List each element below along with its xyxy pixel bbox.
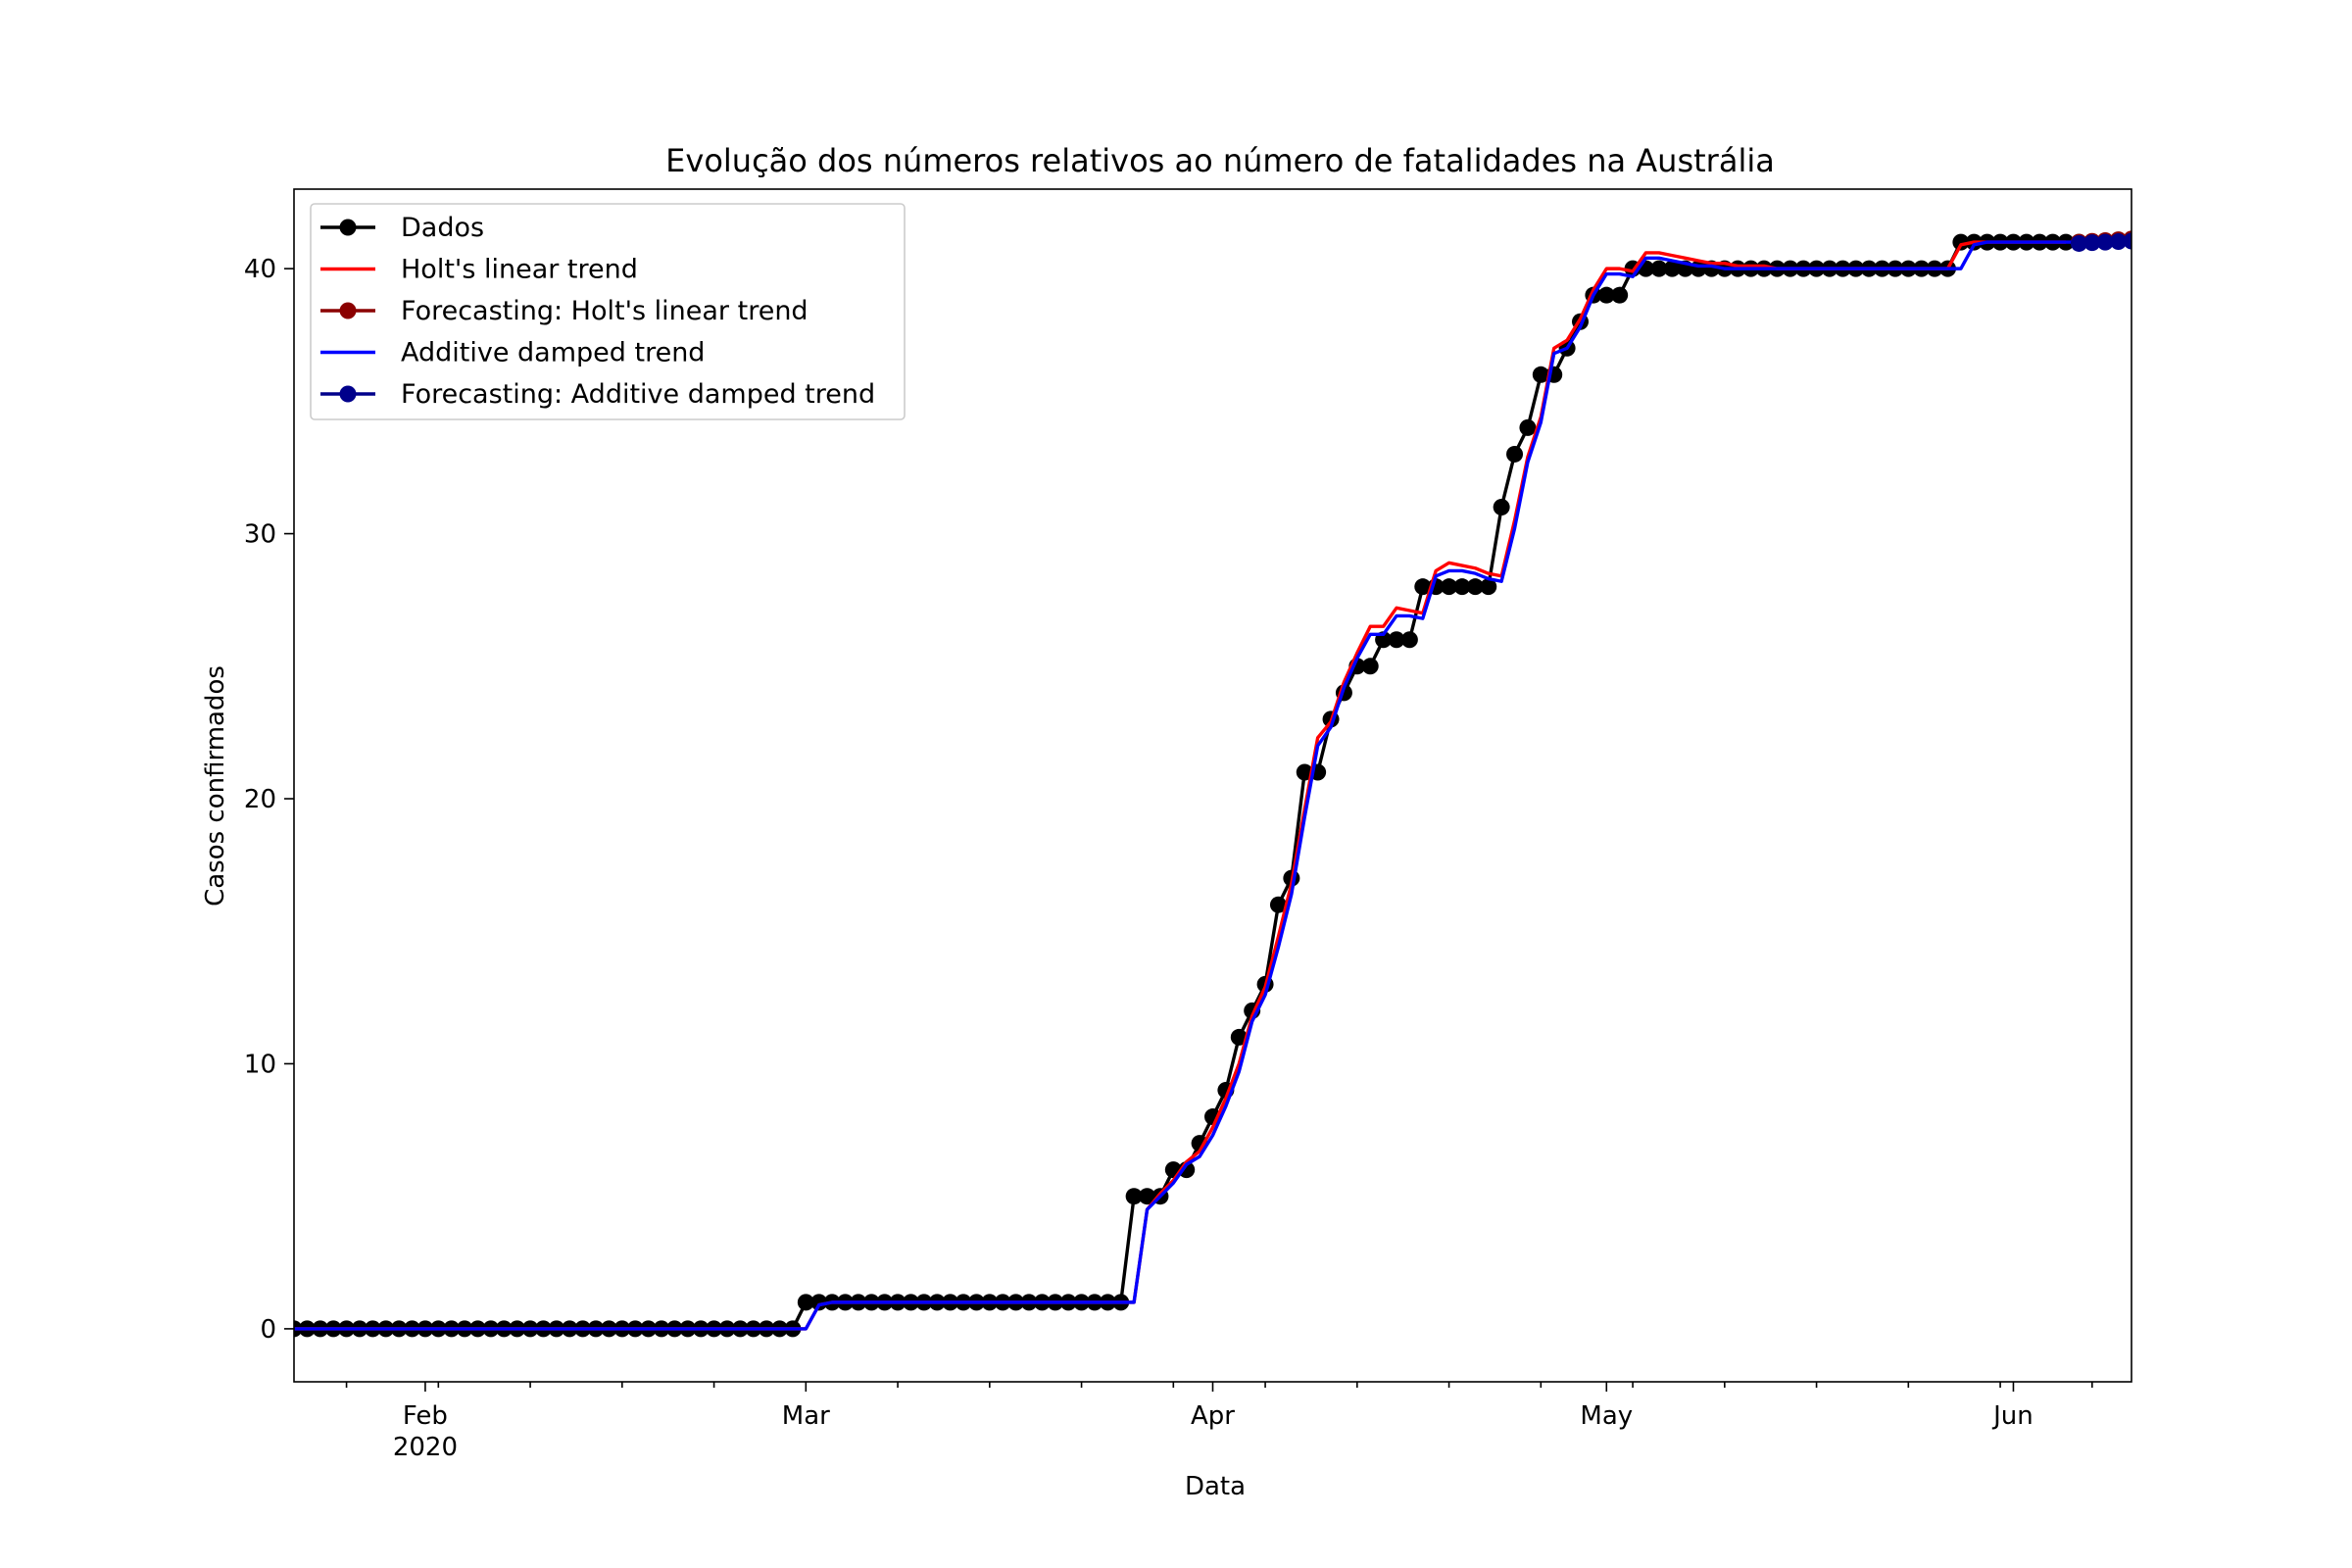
- data-point: [2096, 233, 2114, 251]
- y-axis-label: Casos confirmados: [201, 665, 230, 906]
- x-tick-label: Mar: [782, 1401, 830, 1431]
- legend-label: Forecasting: Additive damped trend: [401, 379, 875, 410]
- data-point: [1453, 578, 1471, 596]
- y-axis: 0 10 20 30 40: [244, 255, 294, 1345]
- x-tick-label: May: [1580, 1401, 1633, 1431]
- legend-entry: Additive damped trend: [320, 338, 705, 368]
- legend-label: Holt's linear trend: [401, 255, 638, 285]
- x-tick-sublabel: 2020: [393, 1433, 458, 1462]
- x-tick-label: Apr: [1191, 1401, 1235, 1431]
- series-3: [294, 240, 2080, 1331]
- legend-entry: Forecasting: Holt's linear trend: [320, 296, 808, 326]
- data-point: [2149, 229, 2166, 246]
- series-layer: [294, 226, 2205, 1338]
- legend-marker: [339, 385, 357, 403]
- legend-label: Dados: [401, 213, 484, 243]
- legend-label: Additive damped trend: [401, 338, 705, 368]
- data-point: [1139, 1188, 1156, 1205]
- data-point: [1519, 418, 1537, 436]
- data-point: [2188, 231, 2205, 248]
- data-point: [1414, 578, 1432, 596]
- legend-entry: Holt's linear trend: [320, 255, 638, 285]
- data-point: [1597, 286, 1615, 304]
- y-tick-label: 30: [244, 520, 276, 550]
- data-point: [2136, 230, 2153, 247]
- legend-box: [310, 203, 906, 420]
- data-point: [1466, 578, 1484, 596]
- data-point: [1952, 233, 1970, 251]
- data-point: [2136, 232, 2153, 249]
- y-tick-label: 0: [260, 1315, 276, 1345]
- data-point: [1532, 366, 1549, 383]
- legend: Dados Holt's linear trend Forecasting: Hol…: [310, 203, 906, 420]
- legend-marker: [339, 302, 357, 319]
- data-point: [1230, 1028, 1248, 1046]
- data-point: [2176, 227, 2192, 244]
- legend-entry: Dados: [320, 213, 484, 243]
- chart-title: Evolução dos números relativos ao número…: [665, 142, 1775, 179]
- data-point: [1650, 260, 1668, 277]
- y-tick-label: 40: [244, 255, 276, 284]
- x-tick-label: Jun: [1991, 1401, 2034, 1431]
- data-point: [810, 1294, 828, 1311]
- x-axis-label: Data: [1185, 1472, 1246, 1501]
- data-point: [1125, 1188, 1143, 1205]
- y-tick-label: 10: [244, 1050, 276, 1079]
- data-point: [797, 1294, 814, 1311]
- series-line-3: [294, 240, 2080, 1331]
- legend-marker: [339, 219, 357, 236]
- data-point: [2188, 226, 2205, 243]
- data-point: [1506, 445, 1524, 463]
- series-4: [2070, 231, 2205, 252]
- data-point: [2070, 234, 2087, 252]
- data-point: [1400, 631, 1418, 649]
- legend-label: Forecasting: Holt's linear trend: [401, 296, 808, 326]
- data-point: [1663, 260, 1681, 277]
- legend-entry: Forecasting: Additive damped trend: [320, 379, 875, 410]
- data-point: [1361, 658, 1379, 675]
- data-point: [2123, 232, 2132, 250]
- data-point: [1441, 578, 1458, 596]
- data-point: [1296, 763, 1313, 781]
- data-point: [2163, 231, 2180, 248]
- data-point: [1388, 631, 1405, 649]
- data-point: [1480, 578, 1497, 596]
- data-point: [2110, 233, 2128, 251]
- data-point: [2176, 231, 2192, 248]
- x-tick-label: Feb: [403, 1401, 448, 1431]
- data-point: [1493, 499, 1510, 516]
- y-tick-label: 20: [244, 785, 276, 814]
- data-point: [2163, 228, 2180, 245]
- data-point: [1269, 896, 1287, 913]
- data-point: [1611, 286, 1629, 304]
- data-point: [2083, 234, 2101, 252]
- plot-area: [294, 226, 2205, 1338]
- data-point: [2149, 232, 2166, 249]
